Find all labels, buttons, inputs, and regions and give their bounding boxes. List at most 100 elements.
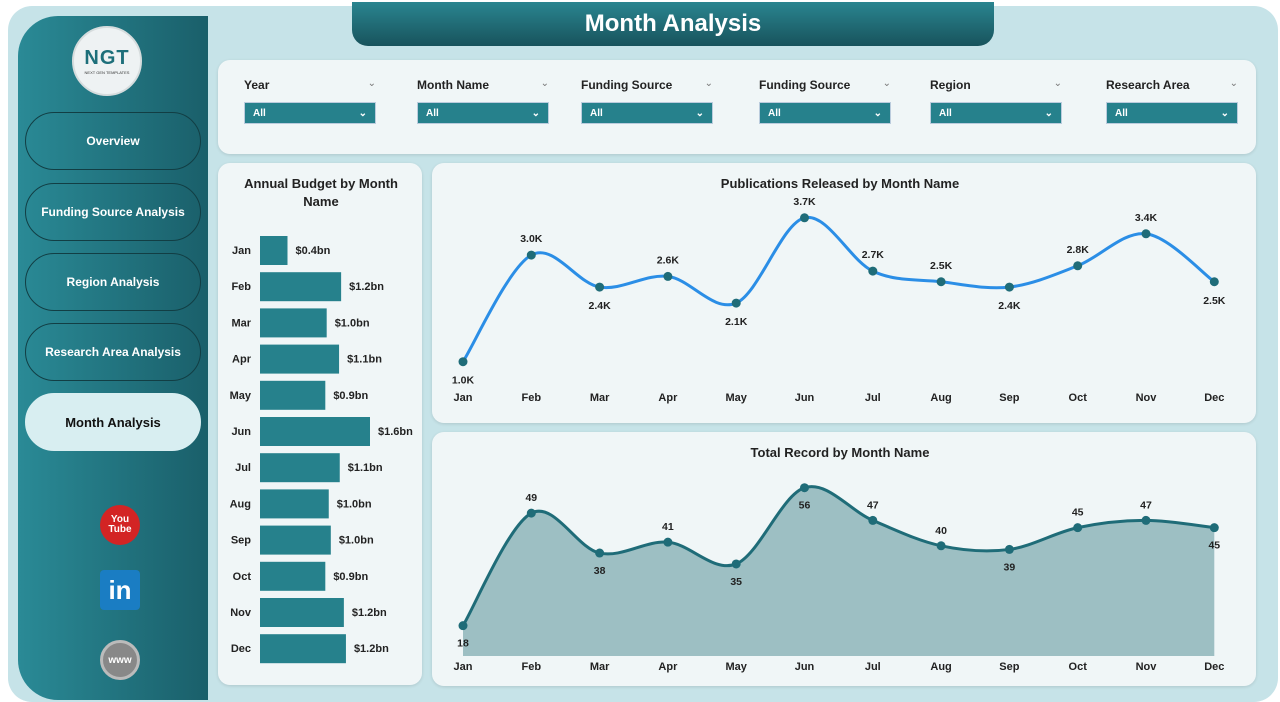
x-axis-tick-label: Feb — [522, 392, 542, 404]
filter-5[interactable]: Research Area ⌄ All ⌄ — [1106, 78, 1238, 124]
area-point[interactable] — [663, 537, 673, 547]
area-data-label: 18 — [457, 638, 469, 650]
linkedin-icon[interactable]: in — [100, 570, 140, 610]
x-axis-tick-label: Jun — [795, 392, 815, 404]
area-point[interactable] — [868, 515, 878, 525]
area-point[interactable] — [1209, 523, 1219, 533]
logo-text: NGT — [84, 47, 130, 69]
bar-data-label: $0.9bn — [333, 571, 368, 583]
filter-dropdown[interactable]: All ⌄ — [930, 102, 1062, 124]
sidebar-item-label: Research Area Analysis — [45, 345, 181, 359]
area-point[interactable] — [1073, 523, 1083, 533]
line-point[interactable] — [1004, 282, 1014, 292]
filter-2[interactable]: Funding Source ⌄ All ⌄ — [581, 78, 713, 124]
bar[interactable] — [260, 489, 329, 519]
bar[interactable] — [260, 598, 344, 627]
bar[interactable] — [260, 236, 288, 265]
chevron-down-icon[interactable]: ⌄ — [1229, 78, 1238, 89]
bar[interactable] — [260, 272, 342, 302]
x-axis-tick-label: Jul — [865, 392, 881, 404]
x-axis-tick-label: Aug — [930, 392, 951, 404]
bar-data-label: $1.6bn — [378, 426, 413, 438]
area-point[interactable] — [936, 541, 946, 551]
line-point[interactable] — [800, 213, 809, 223]
sidebar-item-3[interactable]: Research Area Analysis — [25, 323, 201, 381]
line-point[interactable] — [731, 298, 741, 308]
line-point[interactable] — [663, 271, 673, 281]
x-axis-tick-label: May — [725, 661, 747, 673]
bar-data-label: $0.9bn — [333, 390, 368, 402]
bar[interactable] — [260, 380, 326, 410]
line-point[interactable] — [868, 266, 878, 276]
filter-dropdown[interactable]: All ⌄ — [581, 102, 713, 124]
area-point[interactable] — [731, 559, 741, 569]
records-area-fill — [463, 486, 1215, 656]
line-data-label: 3.0K — [520, 233, 543, 245]
youtube-icon[interactable]: You Tube — [100, 505, 140, 545]
bar[interactable] — [260, 417, 370, 446]
filter-4[interactable]: Region ⌄ All ⌄ — [930, 78, 1062, 124]
bar[interactable] — [260, 308, 327, 338]
bar-category-label: Mar — [231, 317, 251, 329]
filter-1[interactable]: Month Name ⌄ All ⌄ — [417, 78, 549, 124]
sidebar-item-1[interactable]: Funding Source Analysis — [25, 183, 201, 241]
x-axis-tick-label: Feb — [522, 661, 542, 673]
line-point[interactable] — [1209, 277, 1219, 287]
area-data-label: 45 — [1208, 540, 1220, 552]
bar[interactable] — [260, 634, 346, 664]
budget-bar-chart: Jan $0.4bn Feb $1.2bn Mar $1.0bn Apr $1.1bn May $… — [230, 236, 413, 664]
chevron-down-icon[interactable]: ⌄ — [882, 78, 891, 89]
line-point[interactable] — [458, 357, 468, 367]
filter-dropdown[interactable]: All ⌄ — [759, 102, 891, 124]
filter-label: Region — [930, 78, 971, 92]
area-point[interactable] — [1004, 544, 1014, 554]
filter-label: Funding Source — [759, 78, 851, 92]
x-axis-tick-label: Mar — [590, 661, 610, 673]
line-point[interactable] — [595, 282, 605, 292]
area-data-label: 47 — [867, 499, 879, 511]
bar[interactable] — [260, 561, 326, 591]
chevron-down-icon: ⌄ — [358, 107, 367, 119]
area-data-label: 47 — [1140, 499, 1152, 511]
x-axis-tick-label: Dec — [1204, 661, 1224, 673]
line-point[interactable] — [1141, 229, 1151, 239]
bar-data-label: $1.2bn — [352, 607, 387, 619]
area-point[interactable] — [1141, 515, 1151, 525]
x-axis-tick-label: Apr — [658, 661, 678, 673]
chevron-down-icon: ⌄ — [531, 107, 540, 119]
area-point[interactable] — [800, 483, 809, 493]
sidebar-item-label: Funding Source Analysis — [41, 205, 185, 219]
sidebar-item-0[interactable]: Overview — [25, 112, 201, 170]
chevron-down-icon[interactable]: ⌄ — [540, 78, 549, 89]
bar[interactable] — [260, 344, 340, 374]
filter-dropdown[interactable]: All ⌄ — [244, 102, 376, 124]
records-chart-title: Total Record by Month Name — [750, 445, 930, 460]
page-title: Month Analysis — [352, 2, 994, 46]
bar[interactable] — [260, 453, 340, 483]
area-point[interactable] — [595, 548, 605, 558]
sidebar-item-4[interactable]: Month Analysis — [25, 393, 201, 451]
filter-3[interactable]: Funding Source ⌄ All ⌄ — [759, 78, 891, 124]
logo: NGT NEXT GEN TEMPLATES — [72, 26, 142, 96]
publications-line — [461, 216, 1216, 363]
globe-icon[interactable]: www — [100, 640, 140, 680]
area-point[interactable] — [526, 508, 536, 518]
line-point[interactable] — [1073, 261, 1083, 271]
filter-0[interactable]: Year ⌄ All ⌄ — [244, 78, 376, 124]
bar-category-label: May — [230, 390, 252, 402]
line-point[interactable] — [526, 250, 536, 260]
chevron-down-icon[interactable]: ⌄ — [1053, 78, 1062, 89]
sidebar-item-2[interactable]: Region Analysis — [25, 253, 201, 311]
area-data-label: 49 — [525, 492, 537, 504]
x-axis-tick-label: Jul — [865, 661, 881, 673]
filter-dropdown[interactable]: All ⌄ — [1106, 102, 1238, 124]
x-axis-tick-label: Oct — [1069, 661, 1088, 673]
bar[interactable] — [260, 525, 331, 555]
chevron-down-icon[interactable]: ⌄ — [704, 78, 713, 89]
area-point[interactable] — [458, 621, 468, 631]
filter-dropdown[interactable]: All ⌄ — [417, 102, 549, 124]
x-axis-tick-label: Aug — [930, 661, 951, 673]
line-point[interactable] — [936, 277, 946, 287]
chevron-down-icon[interactable]: ⌄ — [367, 78, 376, 89]
